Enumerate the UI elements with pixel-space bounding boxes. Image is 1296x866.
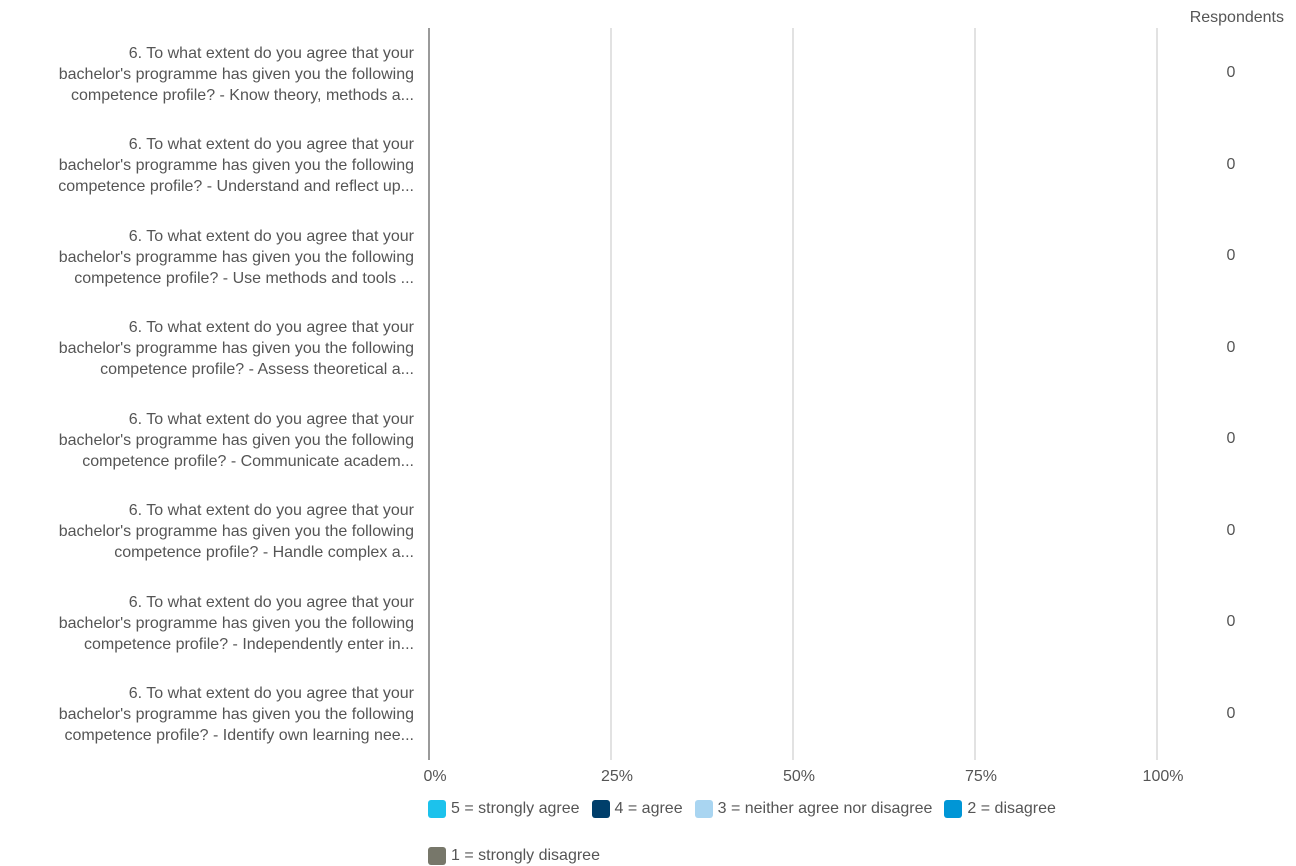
- category-label-line: 6. To what extent do you agree that your: [128, 136, 414, 153]
- x-tick-label: 50%: [782, 768, 816, 785]
- respondent-count: 0: [1226, 247, 1236, 264]
- category-label: 6. To what extent do you agree that your…: [0, 317, 414, 380]
- category-label-line: competence profile? - Know theory, metho…: [71, 86, 414, 104]
- category-label-line: 6. To what extent do you agree that your: [128, 44, 414, 62]
- category-label: 6. To what extent do you agree that your…: [0, 43, 414, 106]
- legend-item[interactable]: 2 = disagree: [944, 798, 1056, 819]
- respondent-count: 0: [1226, 64, 1236, 81]
- legend-item[interactable]: 3 = neither agree nor disagree: [694, 798, 933, 819]
- category-label-line: bachelor's programme has given you the f…: [58, 340, 414, 357]
- x-tick-label: 25%: [600, 768, 634, 785]
- legend-label: 4 = agree: [614, 799, 683, 817]
- legend-label: 5 = strongly agree: [451, 799, 580, 817]
- x-tick-label: 100%: [1142, 768, 1184, 785]
- legend-swatch: [694, 799, 713, 818]
- category-label-line: 6. To what extent do you agree that your: [128, 685, 414, 702]
- respondents-header: Respondents: [1189, 9, 1284, 26]
- legend-swatch: [428, 799, 446, 818]
- legend-swatch: [591, 799, 610, 818]
- category-label-line: bachelor's programme has given you the f…: [58, 248, 414, 266]
- category-label-line: 6. To what extent do you agree that your: [128, 319, 414, 336]
- respondent-count: 0: [1226, 704, 1236, 722]
- category-label-line: 6. To what extent do you agree that your: [128, 502, 414, 519]
- category-label-line: competence profile? - Use methods and to…: [74, 269, 414, 287]
- category-label: 6. To what extent do you agree that your…: [0, 592, 414, 655]
- legend-swatch: [944, 799, 963, 818]
- x-tick-label: 75%: [964, 768, 998, 785]
- category-label-line: 6. To what extent do you agree that your: [128, 593, 414, 611]
- respondent-count: 0: [1226, 155, 1236, 173]
- category-label-line: competence profile? - Assess theoretical…: [100, 361, 414, 378]
- category-label: 6. To what extent do you agree that your…: [0, 500, 414, 563]
- category-label-line: competence profile? - Independently ente…: [84, 635, 414, 653]
- category-label-line: competence profile? - Handle complex a..…: [114, 544, 414, 561]
- category-label-line: bachelor's programme has given you the f…: [58, 614, 414, 632]
- category-label-line: bachelor's programme has given you the f…: [58, 523, 414, 540]
- category-label-line: bachelor's programme has given you the f…: [58, 706, 414, 723]
- legend-label: 1 = strongly disagree: [451, 846, 600, 864]
- respondent-count: 0: [1226, 430, 1236, 447]
- category-label-line: 6. To what extent do you agree that your: [128, 410, 414, 428]
- category-label-line: bachelor's programme has given you the f…: [58, 431, 414, 449]
- legend-label: 3 = neither agree nor disagree: [717, 799, 933, 817]
- legend-item[interactable]: 1 = strongly disagree: [428, 845, 600, 866]
- category-label: 6. To what extent do you agree that your…: [0, 226, 414, 289]
- legend-item[interactable]: 4 = agree: [591, 798, 683, 819]
- legend-label: 2 = disagree: [967, 799, 1056, 817]
- legend-item[interactable]: 5 = strongly agree: [428, 798, 580, 819]
- respondent-count: 0: [1226, 613, 1236, 630]
- category-label: 6. To what extent do you agree that your…: [0, 409, 414, 472]
- category-label-line: competence profile? - Understand and ref…: [58, 178, 414, 195]
- category-label: 6. To what extent do you agree that your…: [0, 683, 414, 746]
- legend-swatch: [428, 846, 446, 865]
- category-label-line: 6. To what extent do you agree that your: [128, 227, 414, 245]
- respondent-count: 0: [1226, 521, 1236, 539]
- x-tick-label: 0%: [423, 768, 447, 785]
- category-label-line: bachelor's programme has given you the f…: [58, 65, 414, 83]
- category-label-line: bachelor's programme has given you the f…: [58, 157, 414, 174]
- category-label: 6. To what extent do you agree that your…: [0, 134, 414, 197]
- category-label-line: competence profile? - Communicate academ…: [82, 452, 414, 470]
- respondent-count: 0: [1226, 338, 1236, 356]
- category-label-line: competence profile? - Identify own learn…: [64, 727, 414, 744]
- legend: 5 = strongly agree 4 = agree 3 = neither a…: [428, 798, 1148, 866]
